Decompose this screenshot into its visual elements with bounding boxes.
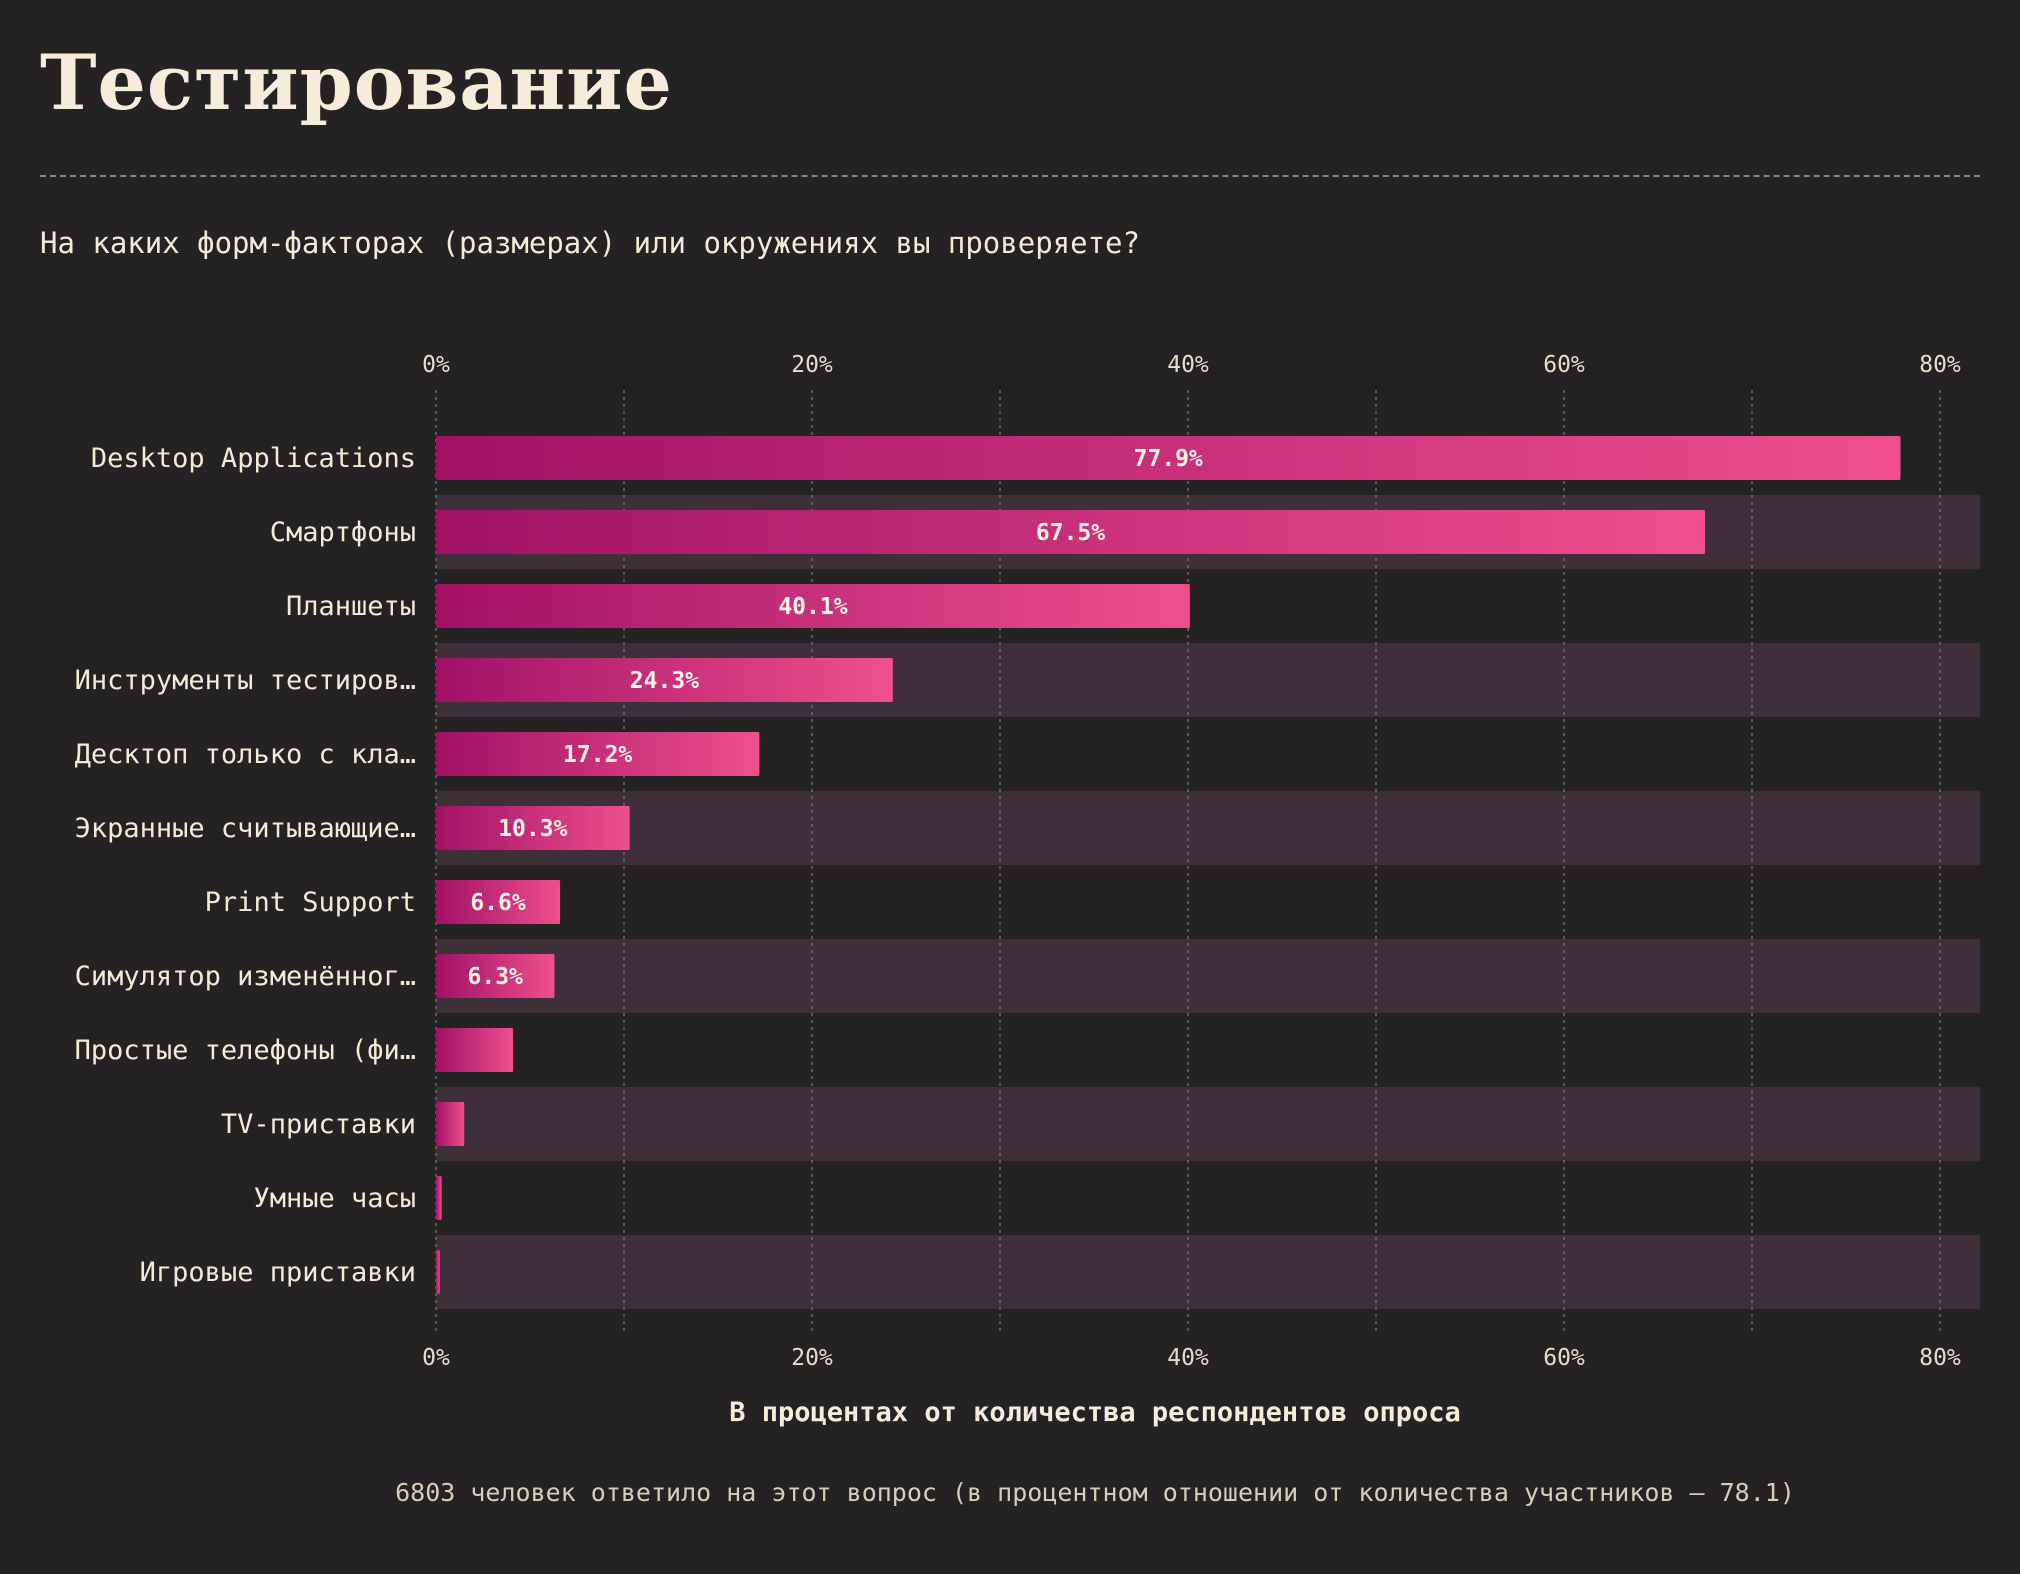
x-tick-label-bottom: 60% <box>1543 1345 1585 1371</box>
bars <box>436 436 1901 1294</box>
value-label: 24.3% <box>630 668 699 694</box>
x-tick-label-top: 80% <box>1919 352 1961 378</box>
x-tick-label-bottom: 80% <box>1919 1345 1961 1371</box>
category-label: Экранные считывающие… <box>75 813 416 844</box>
respondents-footnote: 6803 человек ответило на этот вопрос (в … <box>395 1478 1795 1507</box>
x-axis-bottom: 0% 20% 40% 60% 80% <box>422 1345 1961 1371</box>
page-title: Тестирование <box>40 38 673 127</box>
value-label: 6.3% <box>468 964 524 990</box>
bar <box>436 1250 440 1294</box>
x-tick-label-top: 0% <box>422 352 450 378</box>
category-label: Десктоп только с кла… <box>75 739 416 770</box>
value-label: 17.2% <box>563 742 632 768</box>
value-label: 10.3% <box>498 816 567 842</box>
category-label: Простые телефоны (фи… <box>75 1035 416 1066</box>
x-tick-label-top: 20% <box>791 352 833 378</box>
bar <box>436 584 1190 628</box>
survey-question: На каких форм-факторах (размерах) или ок… <box>40 226 1140 260</box>
category-label: Симулятор изменённог… <box>75 961 416 992</box>
x-tick-label-bottom: 40% <box>1167 1345 1209 1371</box>
category-label: TV-приставки <box>221 1109 416 1140</box>
x-axis-top: 0% 20% 40% 60% 80% <box>422 352 1961 378</box>
value-label: 77.9% <box>1134 446 1203 472</box>
bar <box>436 732 760 776</box>
category-labels: Desktop Applications Смартфоны Планшеты Инс… <box>75 443 416 1288</box>
category-label: Смартфоны <box>270 517 416 548</box>
title-divider <box>40 175 1980 177</box>
row-band <box>436 1087 1980 1161</box>
row-band <box>436 791 1980 865</box>
value-labels: 77.9% 67.5% 40.1% 24.3% 17.2% 10.3% 6.6% 6.3% <box>468 446 1203 990</box>
bar <box>436 954 555 998</box>
bar <box>436 806 630 850</box>
bar <box>436 510 1705 554</box>
category-label: Print Support <box>205 887 416 918</box>
bar <box>436 880 561 924</box>
bar <box>436 1176 442 1220</box>
row-band <box>436 939 1980 1013</box>
bar <box>436 1028 514 1072</box>
category-label: Умные часы <box>253 1183 416 1214</box>
value-label: 6.6% <box>470 890 526 916</box>
row-band <box>436 1235 1980 1309</box>
bar <box>436 1102 465 1146</box>
x-tick-label-bottom: 0% <box>422 1345 450 1371</box>
bar <box>436 436 1901 480</box>
category-label: Инструменты тестиров… <box>75 665 416 696</box>
value-label: 40.1% <box>778 594 847 620</box>
x-tick-label-bottom: 20% <box>791 1345 833 1371</box>
value-label: 67.5% <box>1036 520 1105 546</box>
x-axis-title: В процентах от количества респондентов о… <box>729 1397 1461 1428</box>
category-label: Планшеты <box>286 591 416 622</box>
category-label: Desktop Applications <box>91 443 416 474</box>
category-label: Игровые приставки <box>140 1257 416 1288</box>
bar-chart: 0% 20% 40% 60% 80% 0% 20% 40% 60% 80% Desktop Ap… <box>75 352 1980 1371</box>
bar <box>436 658 893 702</box>
row-bands <box>436 495 1980 1309</box>
x-tick-label-top: 40% <box>1167 352 1209 378</box>
x-tick-label-top: 60% <box>1543 352 1585 378</box>
